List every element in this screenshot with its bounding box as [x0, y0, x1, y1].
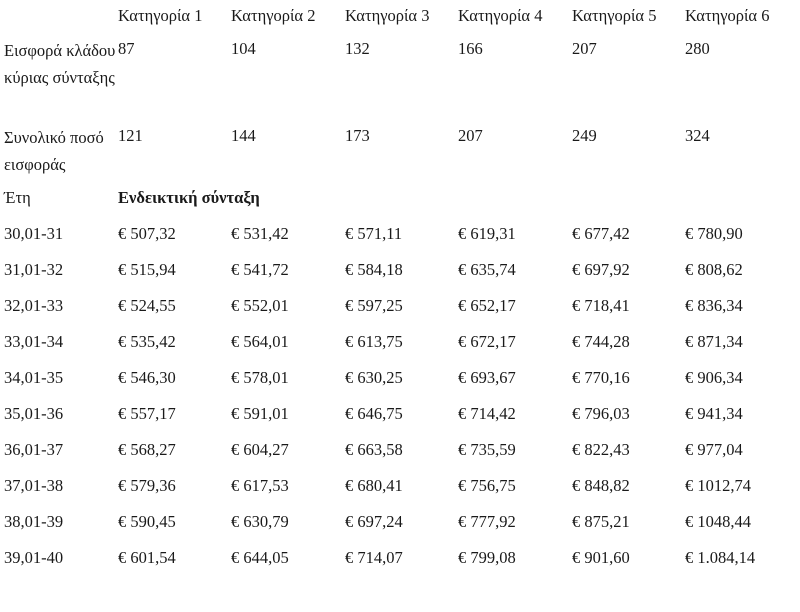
category-header: Κατηγορία 2	[231, 6, 316, 25]
years-cell: 39,01-40	[4, 548, 64, 567]
category-header: Κατηγορία 3	[345, 6, 430, 25]
pension-cell: € 604,27	[231, 440, 289, 459]
years-cell: 37,01-38	[4, 476, 64, 495]
contribution-total-value: 249	[572, 126, 597, 145]
pension-cell: € 796,03	[572, 404, 630, 423]
pension-cell: € 808,62	[685, 260, 743, 279]
pension-cell: € 571,11	[345, 224, 403, 243]
pension-cell: € 630,25	[345, 368, 403, 387]
pension-cell: € 546,30	[118, 368, 176, 387]
contribution-main-label: Εισφορά κλάδου κύριας σύνταξης	[4, 41, 116, 87]
years-cell: 30,01-31	[4, 224, 64, 243]
pension-cell: € 875,21	[572, 512, 630, 531]
pension-cell: € 507,32	[118, 224, 176, 243]
pension-cell: € 697,24	[345, 512, 403, 531]
pension-cell: € 630,79	[231, 512, 289, 531]
pension-cell: € 672,17	[458, 332, 516, 351]
pension-cell: € 644,05	[231, 548, 289, 567]
pension-cell: € 680,41	[345, 476, 403, 495]
pension-cell: € 714,07	[345, 548, 403, 567]
category-header: Κατηγορία 5	[572, 6, 657, 25]
pension-cell: € 906,34	[685, 368, 743, 387]
years-heading: Έτη	[4, 188, 31, 207]
pension-cell: € 799,08	[458, 548, 516, 567]
pension-cell: € 977,04	[685, 440, 743, 459]
pension-cell: € 652,17	[458, 296, 516, 315]
pension-cell: € 780,90	[685, 224, 743, 243]
pension-cell: € 677,42	[572, 224, 630, 243]
contribution-main-value: 87	[118, 39, 135, 58]
category-header: Κατηγορία 6	[685, 6, 770, 25]
pension-cell: € 836,34	[685, 296, 743, 315]
pension-cell: € 1.084,14	[685, 548, 756, 567]
pension-cell: € 770,16	[572, 368, 630, 387]
pension-cell: € 646,75	[345, 404, 403, 423]
pension-cell: € 601,54	[118, 548, 176, 567]
pension-cell: € 617,53	[231, 476, 289, 495]
pension-cell: € 871,34	[685, 332, 743, 351]
pension-cell: € 568,27	[118, 440, 176, 459]
category-header: Κατηγορία 1	[118, 6, 203, 25]
pension-cell: € 697,92	[572, 260, 630, 279]
contribution-main-value: 104	[231, 39, 256, 58]
pension-cell: € 848,82	[572, 476, 630, 495]
contribution-total-label: Συνολικό ποσό εισφοράς	[4, 128, 104, 174]
pension-cell: € 619,31	[458, 224, 516, 243]
pension-cell: € 735,59	[458, 440, 516, 459]
pension-cell: € 744,28	[572, 332, 630, 351]
pension-cell: € 578,01	[231, 368, 289, 387]
pension-cell: € 613,75	[345, 332, 403, 351]
pension-cell: € 541,72	[231, 260, 289, 279]
pension-cell: € 714,42	[458, 404, 516, 423]
pension-cell: € 663,58	[345, 440, 403, 459]
pension-cell: € 591,01	[231, 404, 289, 423]
pension-cell: € 777,92	[458, 512, 516, 531]
pension-cell: € 756,75	[458, 476, 516, 495]
pension-cell: € 941,34	[685, 404, 743, 423]
pension-cell: € 531,42	[231, 224, 289, 243]
category-header: Κατηγορία 4	[458, 6, 543, 25]
contribution-main-value: 280	[685, 39, 710, 58]
contribution-main-value: 166	[458, 39, 483, 58]
pension-cell: € 635,74	[458, 260, 516, 279]
pension-cell: € 524,55	[118, 296, 176, 315]
pension-cell: € 693,67	[458, 368, 516, 387]
years-cell: 31,01-32	[4, 260, 64, 279]
pension-cell: € 557,17	[118, 404, 176, 423]
contribution-total-value: 324	[685, 126, 710, 145]
contribution-total-value: 173	[345, 126, 370, 145]
contribution-main-value: 207	[572, 39, 597, 58]
pension-cell: € 822,43	[572, 440, 630, 459]
pension-cell: € 552,01	[231, 296, 289, 315]
pension-heading: Ενδεικτική σύνταξη	[118, 188, 260, 207]
years-cell: 34,01-35	[4, 368, 64, 387]
years-cell: 38,01-39	[4, 512, 64, 531]
pension-cell: € 584,18	[345, 260, 403, 279]
pension-cell: € 515,94	[118, 260, 176, 279]
contribution-total-value: 207	[458, 126, 483, 145]
contribution-main-value: 132	[345, 39, 370, 58]
contribution-total-value: 144	[231, 126, 256, 145]
years-cell: 36,01-37	[4, 440, 64, 459]
pension-cell: € 590,45	[118, 512, 176, 531]
years-cell: 32,01-33	[4, 296, 64, 315]
pension-cell: € 901,60	[572, 548, 630, 567]
pension-cell: € 535,42	[118, 332, 176, 351]
pension-cell: € 718,41	[572, 296, 630, 315]
pension-cell: € 597,25	[345, 296, 403, 315]
pension-cell: € 1048,44	[685, 512, 751, 531]
pension-cell: € 1012,74	[685, 476, 751, 495]
years-cell: 33,01-34	[4, 332, 64, 351]
contribution-total-value: 121	[118, 126, 143, 145]
years-cell: 35,01-36	[4, 404, 64, 423]
pension-cell: € 564,01	[231, 332, 289, 351]
pension-cell: € 579,36	[118, 476, 176, 495]
